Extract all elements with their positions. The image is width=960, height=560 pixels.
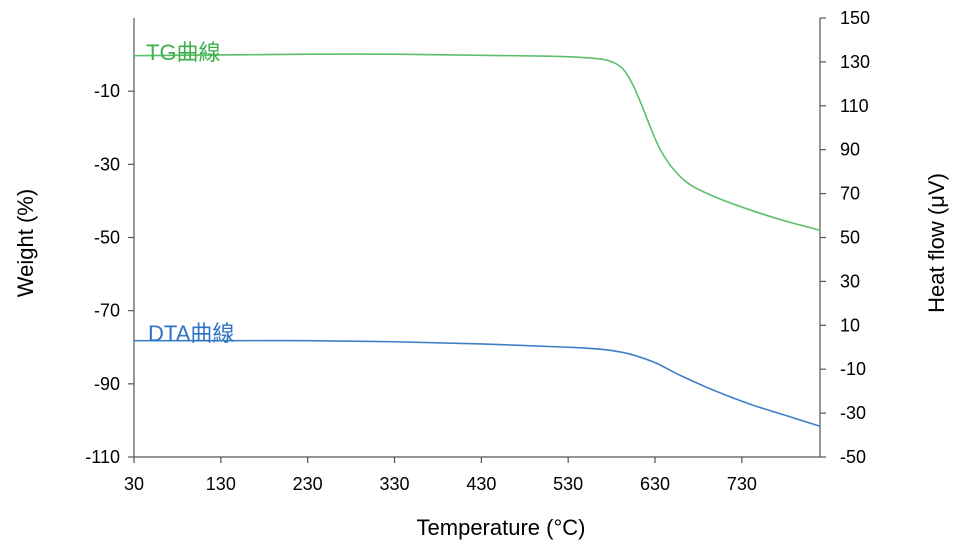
y-right-tick-label: -10 (840, 359, 866, 379)
x-tick-label: 330 (379, 474, 409, 494)
y-right-tick-label: 130 (840, 52, 870, 72)
y-right-tick-label: 30 (840, 271, 860, 291)
x-tick-label: 730 (727, 474, 757, 494)
y-right-tick-label: 10 (840, 315, 860, 335)
ticks-layer: 30 130 230 330 430 530 630 730 -10 -30 -50 -70 -90 -1… (85, 8, 870, 494)
y-left-tick-label: -90 (94, 374, 120, 394)
x-tick-label: 530 (553, 474, 583, 494)
x-tick-label: 630 (640, 474, 670, 494)
series-layer (133, 53, 821, 428)
y-right-tick-label: 110 (840, 96, 869, 116)
x-tick-label: 30 (124, 474, 144, 494)
y-right-tick-label: 90 (840, 140, 860, 160)
x-tick-label: 130 (206, 474, 236, 494)
labels-layer: TG曲線 DTA曲線 Temperature (°C) Weight (%) H… (13, 40, 949, 540)
tg-series-line (133, 53, 821, 231)
y-right-tick-label: 50 (840, 228, 860, 248)
y-right-tick-label: -30 (840, 403, 866, 423)
x-axis-title: Temperature (°C) (417, 515, 586, 540)
y-axis-right-title: Heat flow (μV) (924, 173, 949, 313)
y-left-tick-label: -70 (94, 301, 120, 321)
y-left-tick-label: -10 (94, 81, 120, 101)
y-axis-left-title: Weight (%) (13, 189, 38, 297)
y-right-tick-label: -50 (840, 447, 866, 467)
y-right-tick-label: 70 (840, 184, 860, 204)
y-left-tick-label: -110 (85, 447, 120, 467)
x-tick-label: 230 (293, 474, 323, 494)
dta-series-label: DTA曲線 (148, 321, 234, 346)
dta-series-line (133, 339, 821, 428)
x-tick-label: 430 (466, 474, 496, 494)
tg-series-label: TG曲線 (146, 40, 221, 65)
y-left-tick-label: -30 (94, 154, 120, 174)
y-right-tick-label: 150 (840, 8, 870, 28)
y-left-tick-label: -50 (94, 228, 120, 248)
